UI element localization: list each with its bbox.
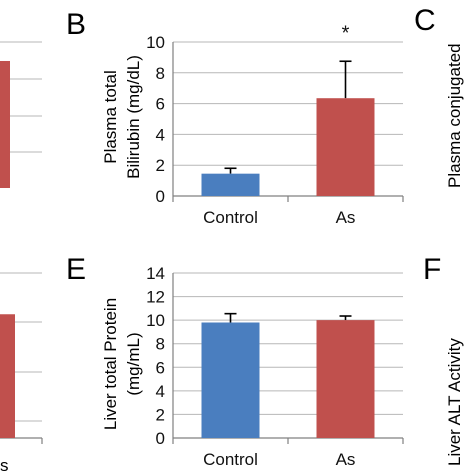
panel-b-category-label-as: As bbox=[336, 208, 356, 227]
panel-b-ytick-label: 0 bbox=[156, 187, 165, 206]
panel-e-ytick-label: 14 bbox=[146, 264, 165, 283]
panel-b-ytick-label: 6 bbox=[156, 95, 165, 114]
panel-e-bar-control bbox=[201, 322, 260, 438]
panel-b-ytick-label: 2 bbox=[156, 156, 165, 175]
panel-d-partial bbox=[0, 272, 43, 444]
panel-e-ytick-label: 8 bbox=[156, 335, 165, 354]
panel-b-ytick-label: 4 bbox=[156, 125, 165, 144]
panel-b-ylabel-line2: Bilirubin (mg/dL) bbox=[124, 55, 143, 179]
panel-e-ytick-label: 0 bbox=[156, 429, 165, 448]
panel-b-bar-as bbox=[316, 98, 375, 196]
panel-b-chart: 0 2 4 6 8 10 Control As * bbox=[146, 22, 404, 227]
panel-b-ytick-label: 10 bbox=[146, 33, 165, 52]
panel-b-bar-control bbox=[201, 173, 260, 196]
panel-e-bar-as bbox=[316, 320, 375, 438]
panel-d-partial-bar-as bbox=[0, 314, 15, 438]
panel-c-ylabel-partial: Plasma conjugated bbox=[445, 43, 464, 188]
panel-e-ylabel-line1: Liver total Protein bbox=[101, 298, 120, 430]
panel-b-category-label-control: Control bbox=[203, 208, 258, 227]
panel-e-chart: 0 2 4 6 8 10 12 14 Control As bbox=[146, 264, 404, 469]
panel-b-significance-marker: * bbox=[342, 22, 350, 44]
panel-c-letter: C bbox=[414, 4, 436, 37]
panel-e-category-label-as: As bbox=[336, 450, 356, 469]
panel-b-ytick-label: 8 bbox=[156, 64, 165, 83]
panel-e-ytick-label: 12 bbox=[146, 288, 165, 307]
panel-a-partial-bar-as bbox=[0, 60, 10, 189]
panel-a-partial bbox=[0, 41, 42, 189]
panel-e-ytick-label: 2 bbox=[156, 405, 165, 424]
panel-e-ytick-label: 6 bbox=[156, 358, 165, 377]
panel-e-ytick-label: 10 bbox=[146, 311, 165, 330]
panel-e-letter: E bbox=[66, 253, 86, 286]
panel-b-letter: B bbox=[66, 8, 86, 41]
panel-e-category-label-control: Control bbox=[203, 450, 258, 469]
panel-e-ytick-label: 4 bbox=[156, 382, 165, 401]
panel-d-partial-tick-label: s bbox=[0, 456, 9, 474]
panel-e-ylabel-line2: (mg/mL) bbox=[124, 332, 143, 395]
panel-b-ylabel-line1: Plasma total bbox=[101, 70, 120, 164]
panel-f-ylabel-partial: Liver ALT Activity bbox=[445, 338, 464, 466]
panel-f-letter: F bbox=[423, 253, 441, 286]
